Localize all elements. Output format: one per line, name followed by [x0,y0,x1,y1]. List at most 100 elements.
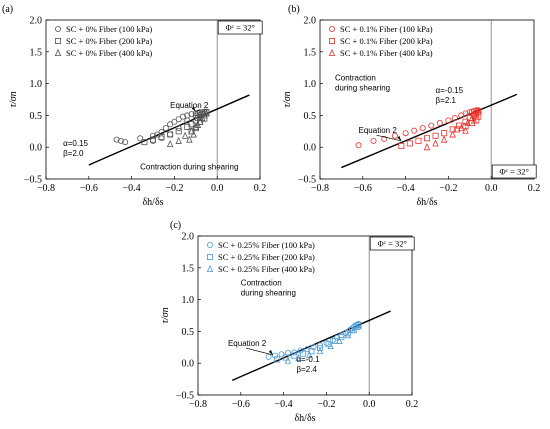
plot-frame [197,235,413,396]
data-point [432,139,439,147]
data-point [470,116,478,124]
data-point [162,125,169,132]
x-tick-label: 0.0 [363,399,376,410]
data-point [203,109,210,117]
data-point [458,124,465,132]
legend-marker [55,25,62,32]
data-point [462,123,469,130]
data-point [141,139,148,146]
data-point [149,136,156,143]
contraction-label: Contraction during shearing [335,73,390,92]
legend-label: SC + 0.1% Fiber (100 kPa) [340,24,433,34]
panel-3: (c) −0.8 −0.6 −0.4 −0.2 0.0 0.2 −0.5 0.0 0.5 1.0 1.… [160,220,418,424]
plot-frame [319,19,535,180]
data-point [419,125,426,132]
data-point [338,334,345,341]
x-tick-label: −0.4 [123,183,141,194]
data-point [355,322,362,330]
data-point [468,113,476,121]
data-point [350,326,358,334]
equation-label: Equation 2 [170,101,209,110]
data-point [188,121,195,128]
data-point [175,125,182,132]
data-point [329,337,336,344]
arrow-head [268,349,273,355]
data-point [188,111,195,118]
x-axis-label: δh/δs [416,197,437,208]
y-tick-label: 2.0 [30,16,43,27]
phi-box [217,20,263,35]
data-point [334,334,341,341]
phi-box [369,236,415,251]
data-point [113,136,120,143]
data-point [201,111,208,119]
data-point [310,344,317,351]
data-point [197,109,204,116]
y-tick-label: 0.5 [304,111,317,122]
legend: SC + 0.25% Fiber (100 kPa) SC + 0.25% Fib… [206,240,315,274]
legend-label: SC + 0.1% Fiber (200 kPa) [340,36,433,46]
data-point [272,352,279,359]
data-point [423,143,431,151]
legend-marker [206,264,214,273]
data-point [278,351,285,358]
data-point [432,132,439,139]
data-point [406,140,413,147]
data-point [184,117,191,124]
data-point [423,135,430,142]
data-point [171,118,178,125]
data-point [158,134,165,141]
legend: SC + 0.1% Fiber (100 kPa) SC + 0.1% Fiber… [328,24,433,58]
legend-marker [328,25,335,32]
arrow-head [397,135,402,141]
y-tick-label: −0.5 [176,391,194,402]
data-point [192,122,200,130]
y-tick-label: 1.5 [182,263,195,274]
data-point [192,125,199,132]
y-tick-label: 1.0 [182,295,195,306]
data-point [188,127,195,135]
x-tick-label: −0.2 [439,183,457,194]
legend-label: SC + 0.25% Fiber (200 kPa) [218,252,315,262]
data-point [336,336,343,344]
data-point [440,135,448,143]
data-point [370,137,377,144]
data-point [306,350,313,358]
series-3 [166,109,210,148]
y-tick-label: 1.5 [304,47,317,58]
plot-frame [45,19,261,180]
data-point [428,122,435,129]
data-point [475,107,482,115]
y-tick-label: 0.0 [304,143,317,154]
data-point [181,131,189,139]
beta-label: β=2.0 [63,149,84,158]
equation-arrow [245,347,273,356]
y-tick-label: 2.0 [182,232,195,243]
panel-label: (b) [288,4,300,15]
y-tick-label: 0.5 [30,111,43,122]
phi-box [491,164,537,179]
data-point [190,130,197,138]
data-point [166,139,174,148]
data-point [297,347,304,354]
data-point [398,142,405,149]
equation-arrow [376,134,402,142]
y-tick-label: 0.5 [182,327,195,338]
data-point [284,350,291,357]
series-3 [284,322,362,364]
panel-label: (a) [2,4,13,15]
x-tick-label: −0.6 [232,399,250,410]
legend-marker [328,48,336,56]
data-point [167,131,174,138]
data-point [308,348,315,355]
data-point [445,117,452,124]
data-point [436,120,443,127]
x-tick-label: −0.8 [37,183,55,194]
x-tick-label: 0.0 [485,183,498,194]
legend-marker [206,253,213,260]
data-point [327,341,334,350]
x-tick-label: 0.2 [406,399,419,410]
data-point [411,127,418,134]
data-point [355,142,362,149]
